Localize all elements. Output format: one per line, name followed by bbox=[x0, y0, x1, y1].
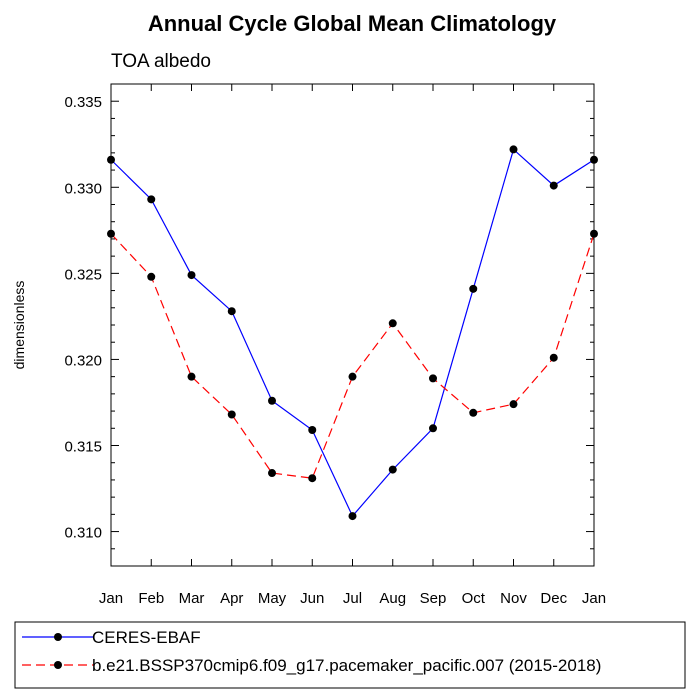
x-tick-label: Apr bbox=[220, 590, 243, 607]
x-tick-label: Oct bbox=[462, 590, 486, 607]
legend-box bbox=[14, 621, 686, 689]
data-point bbox=[429, 374, 437, 383]
data-point bbox=[187, 271, 196, 280]
chart-title: Annual Cycle Global Mean Climatology bbox=[148, 11, 557, 36]
axes: Jan Feb Mar Apr May Jun Jul Aug Sep Oct Nov Dec Jan 0… bbox=[64, 83, 606, 607]
x-tick-label: Sep bbox=[420, 590, 447, 607]
data-point bbox=[227, 410, 236, 419]
data-point bbox=[308, 426, 317, 435]
legend: CERES-EBAF b.e21.BSSP370cmip6.f09_g17.pac… bbox=[14, 621, 686, 689]
series-layer bbox=[107, 145, 598, 521]
y-axis-label: dimensionless bbox=[11, 281, 27, 370]
x-tick-label: Jun bbox=[300, 590, 324, 607]
data-point bbox=[308, 474, 317, 483]
data-point bbox=[348, 372, 357, 381]
legend-marker bbox=[54, 633, 62, 641]
data-point bbox=[549, 353, 558, 362]
y-tick-label: 0.330 bbox=[64, 180, 102, 197]
x-tick-label: Aug bbox=[379, 590, 406, 607]
y-tick-label: 0.315 bbox=[64, 439, 102, 456]
data-point bbox=[227, 307, 236, 316]
data-point bbox=[509, 145, 518, 154]
y-tick-label: 0.310 bbox=[64, 525, 102, 542]
data-point bbox=[509, 400, 518, 409]
series-line-1 bbox=[110, 148, 595, 518]
data-point bbox=[268, 469, 276, 478]
legend-label: b.e21.BSSP370cmip6.f09_g17.pacemaker_pac… bbox=[92, 656, 601, 675]
x-tick-label: Mar bbox=[179, 590, 205, 607]
data-point bbox=[469, 284, 478, 293]
series-line-2 bbox=[110, 233, 595, 479]
x-tick-label: Feb bbox=[138, 590, 164, 607]
x-tick-label: Jan bbox=[99, 590, 123, 607]
x-tick-label: Jan bbox=[582, 590, 606, 607]
legend-marker bbox=[54, 661, 62, 669]
y-tick-label: 0.320 bbox=[64, 352, 102, 369]
data-point bbox=[147, 195, 156, 204]
y-tick-label: 0.335 bbox=[64, 94, 102, 111]
data-point bbox=[147, 272, 156, 281]
x-tick-label: Dec bbox=[540, 590, 567, 607]
data-point bbox=[107, 229, 115, 238]
data-point bbox=[388, 319, 397, 328]
data-point bbox=[590, 229, 598, 238]
x-tick-label: Jul bbox=[343, 590, 362, 607]
x-tick-label: May bbox=[258, 590, 287, 607]
data-point bbox=[469, 408, 478, 417]
data-point bbox=[187, 372, 196, 381]
data-point bbox=[549, 181, 558, 190]
x-tick-label: Nov bbox=[500, 590, 527, 607]
chart-subtitle: TOA albedo bbox=[111, 51, 211, 72]
data-point bbox=[590, 155, 598, 164]
data-point bbox=[388, 465, 397, 474]
y-tick-label: 0.325 bbox=[64, 266, 102, 283]
legend-label: CERES-EBAF bbox=[92, 628, 201, 647]
data-point bbox=[348, 512, 357, 521]
data-point bbox=[107, 155, 115, 164]
data-point bbox=[268, 396, 276, 405]
data-point bbox=[429, 424, 437, 433]
